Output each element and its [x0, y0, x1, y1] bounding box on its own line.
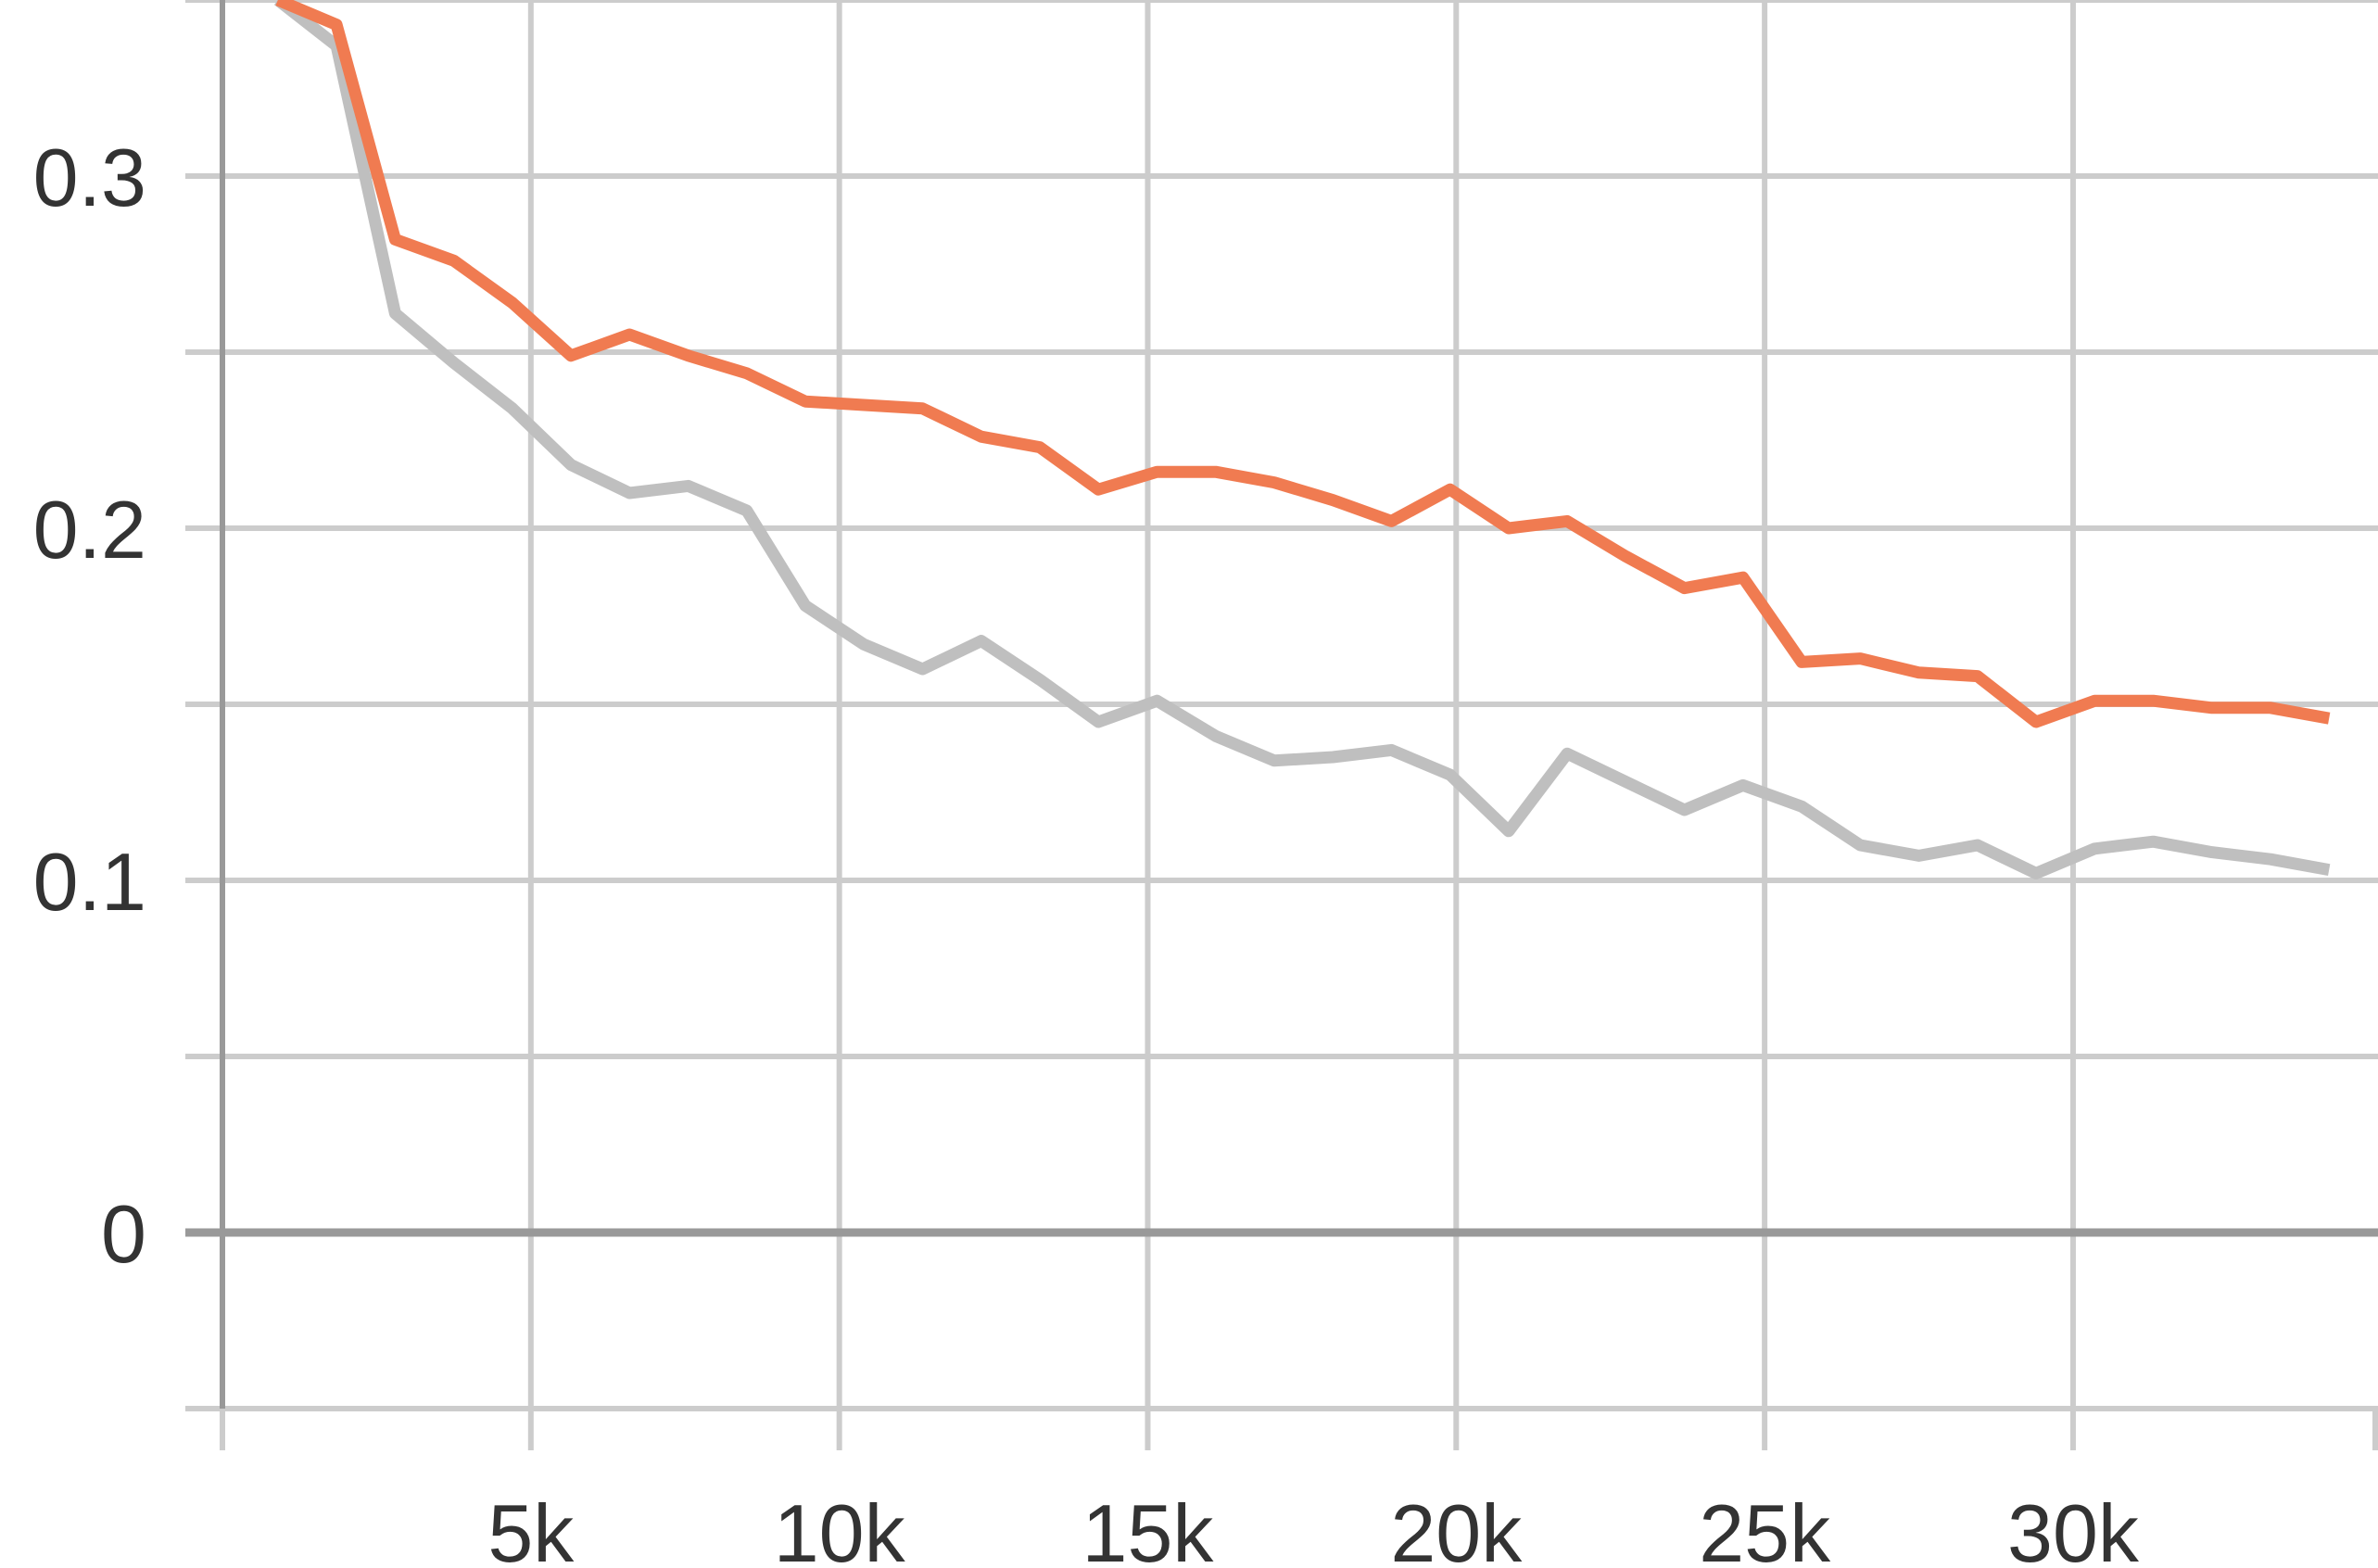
series-layer [273, 0, 2331, 879]
x-tick-label: 20k [1390, 1487, 1523, 1568]
y-tick-label: 0.3 [33, 132, 146, 223]
series-line-2 [273, 0, 2331, 879]
axes [185, 0, 2378, 1450]
x-tick-label: 10k [774, 1487, 906, 1568]
y-tick-label: 0.1 [33, 836, 146, 928]
x-tick-label: 30k [2007, 1487, 2140, 1568]
y-tick-label: 0 [101, 1188, 146, 1280]
tick-labels: 0 0.1 0.2 0.3 5k 10k 15k 20k 25k 30k [33, 132, 2140, 1568]
y-tick-label: 0.2 [33, 484, 146, 575]
series-line-1 [275, 0, 2331, 728]
grid [185, 0, 2378, 1450]
x-tick-label: 5k [487, 1487, 575, 1568]
x-tick-label: 15k [1082, 1487, 1215, 1568]
x-tick-label: 25k [1699, 1487, 1831, 1568]
